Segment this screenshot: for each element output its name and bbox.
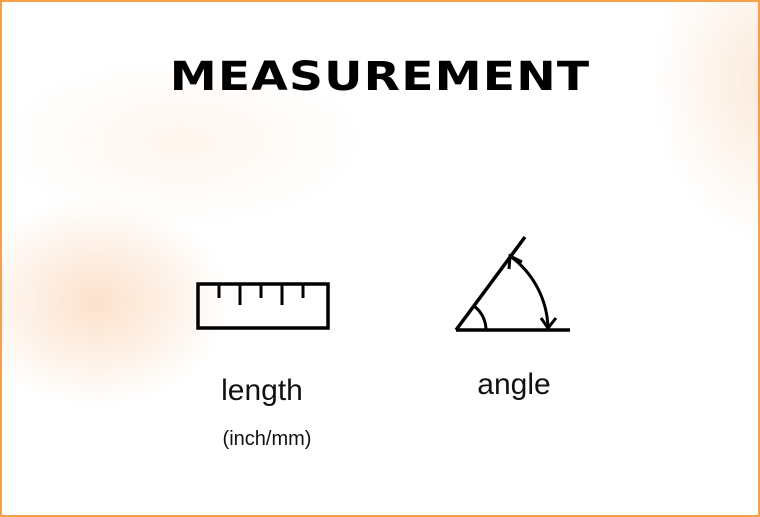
ruler-icon (196, 282, 330, 330)
length-label: length (221, 374, 303, 407)
page-title: MEASUREMENT (169, 54, 591, 100)
angle-icon (454, 235, 570, 332)
length-unit-label: (inch/mm) (222, 428, 312, 450)
angle-label: angle (477, 368, 551, 401)
